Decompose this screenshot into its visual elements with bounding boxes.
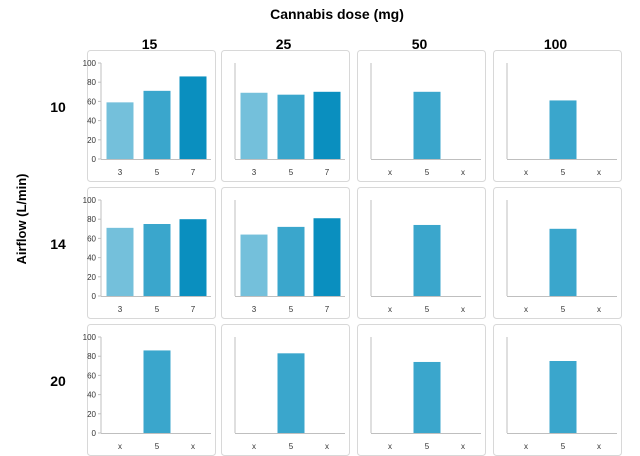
bar xyxy=(313,218,341,296)
x-tick-label: x xyxy=(388,442,392,451)
y-tick-label: 0 xyxy=(92,292,97,301)
bar xyxy=(413,91,441,159)
x-tick-label: 5 xyxy=(425,168,430,177)
y-tick-label: 20 xyxy=(87,136,96,145)
y-tick-label: 20 xyxy=(87,273,96,282)
y-tick-label: 0 xyxy=(92,155,97,164)
y-tick-label: 0 xyxy=(92,429,97,438)
panel: 0 20 40 60 80 100 3 5 7 xyxy=(83,50,216,182)
column-label: 15 xyxy=(142,36,158,52)
x-tick-label: 7 xyxy=(191,305,196,314)
bar xyxy=(413,224,441,296)
panel: x 5 x xyxy=(357,324,486,456)
x-tick-label: 5 xyxy=(425,305,430,314)
y-tick-label: 60 xyxy=(87,234,96,243)
column-label: 25 xyxy=(276,36,292,52)
x-tick-label: x xyxy=(461,442,465,451)
x-tick-label: x xyxy=(461,305,465,314)
panel: x 5 x xyxy=(493,324,622,456)
bar xyxy=(549,100,577,159)
panel: x 5 x xyxy=(493,187,622,319)
chart-title: Cannabis dose (mg) xyxy=(270,6,404,22)
bar xyxy=(106,227,134,296)
column-label: 50 xyxy=(412,36,428,52)
x-tick-label: x xyxy=(252,442,256,451)
bar xyxy=(277,94,305,159)
y-tick-label: 40 xyxy=(87,254,96,263)
bar xyxy=(240,234,268,296)
x-tick-label: 5 xyxy=(289,168,294,177)
x-tick-label: x xyxy=(388,168,392,177)
y-tick-label: 80 xyxy=(87,215,96,224)
x-tick-label: 5 xyxy=(561,442,566,451)
x-tick-label: x xyxy=(191,442,195,451)
x-tick-label: 3 xyxy=(118,168,123,177)
x-tick-label: x xyxy=(461,168,465,177)
x-tick-label: 7 xyxy=(325,305,330,314)
x-tick-label: x xyxy=(524,442,528,451)
panel: x 5 x xyxy=(493,50,622,182)
y-tick-label: 60 xyxy=(87,97,96,106)
y-tick-label: 80 xyxy=(87,352,96,361)
bar xyxy=(549,361,577,433)
y-tick-label: 60 xyxy=(87,371,96,380)
x-tick-label: 3 xyxy=(252,305,257,314)
column-label: 100 xyxy=(544,36,568,52)
x-tick-label: 3 xyxy=(118,305,123,314)
bar xyxy=(179,76,207,159)
row-label: 20 xyxy=(50,373,66,389)
panel: x 5 x xyxy=(221,324,350,456)
x-tick-label: x xyxy=(597,168,601,177)
bar xyxy=(179,219,207,296)
bar xyxy=(277,226,305,296)
x-tick-label: 5 xyxy=(561,168,566,177)
x-tick-label: 5 xyxy=(561,305,566,314)
x-tick-label: x xyxy=(597,305,601,314)
x-tick-label: x xyxy=(524,168,528,177)
panel: 0 20 40 60 80 100 3 5 7 xyxy=(83,187,216,319)
bar xyxy=(240,92,268,159)
x-tick-label: 7 xyxy=(325,168,330,177)
x-tick-label: 5 xyxy=(425,442,430,451)
y-tick-label: 100 xyxy=(83,196,97,205)
x-tick-label: x xyxy=(524,305,528,314)
y-tick-label: 100 xyxy=(83,333,97,342)
x-tick-label: x xyxy=(597,442,601,451)
bar xyxy=(106,102,134,159)
bar xyxy=(413,361,441,433)
panel: 3 5 7 xyxy=(221,50,350,182)
row-label: 14 xyxy=(50,236,66,252)
x-tick-label: 7 xyxy=(191,168,196,177)
panel: 0 20 40 60 80 100 x 5 x xyxy=(83,324,216,456)
x-tick-label: 5 xyxy=(289,442,294,451)
x-tick-label: x xyxy=(388,305,392,314)
y-tick-label: 20 xyxy=(87,410,96,419)
bar xyxy=(143,90,171,159)
x-tick-label: 5 xyxy=(155,305,160,314)
bar xyxy=(277,353,305,433)
x-tick-label: 5 xyxy=(155,442,160,451)
bar xyxy=(549,228,577,296)
row-label: 10 xyxy=(50,99,66,115)
x-tick-label: 5 xyxy=(289,305,294,314)
panel: x 5 x xyxy=(357,50,486,182)
bar xyxy=(143,350,171,433)
bar xyxy=(143,224,171,296)
y-axis-label: Airflow (L/min) xyxy=(14,174,29,265)
x-tick-label: x xyxy=(325,442,329,451)
x-tick-label: 5 xyxy=(155,168,160,177)
bar xyxy=(313,91,341,159)
y-tick-label: 40 xyxy=(87,391,96,400)
y-tick-label: 100 xyxy=(83,59,97,68)
y-tick-label: 80 xyxy=(87,78,96,87)
panel: x 5 x xyxy=(357,187,486,319)
x-tick-label: x xyxy=(118,442,122,451)
y-tick-label: 40 xyxy=(87,117,96,126)
x-tick-label: 3 xyxy=(252,168,257,177)
panel: 3 5 7 xyxy=(221,187,350,319)
